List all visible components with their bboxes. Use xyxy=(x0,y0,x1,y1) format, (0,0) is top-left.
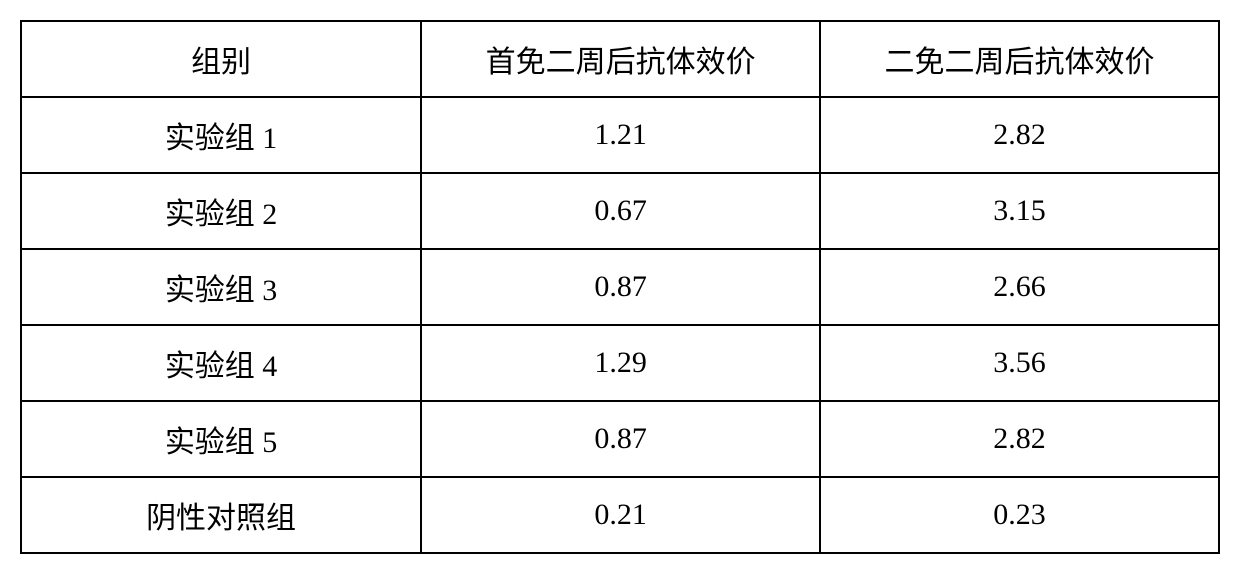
cell-second: 3.56 xyxy=(820,325,1219,401)
table-row: 实验组 4 1.29 3.56 xyxy=(21,325,1219,401)
table-row: 实验组 2 0.67 3.15 xyxy=(21,173,1219,249)
table-row: 实验组 5 0.87 2.82 xyxy=(21,401,1219,477)
cell-first: 0.21 xyxy=(421,477,820,553)
table-row: 实验组 3 0.87 2.66 xyxy=(21,249,1219,325)
cell-first: 1.29 xyxy=(421,325,820,401)
cell-group: 实验组 5 xyxy=(21,401,421,477)
data-table-container: 组别 首免二周后抗体效价 二免二周后抗体效价 实验组 1 1.21 2.82 实… xyxy=(20,20,1220,554)
cell-first: 0.87 xyxy=(421,249,820,325)
cell-second: 2.82 xyxy=(820,97,1219,173)
cell-group: 实验组 3 xyxy=(21,249,421,325)
table-row: 实验组 1 1.21 2.82 xyxy=(21,97,1219,173)
cell-group: 实验组 1 xyxy=(21,97,421,173)
cell-second: 2.66 xyxy=(820,249,1219,325)
cell-first: 1.21 xyxy=(421,97,820,173)
table-row: 阴性对照组 0.21 0.23 xyxy=(21,477,1219,553)
col-header-first: 首免二周后抗体效价 xyxy=(421,21,820,97)
table-header-row: 组别 首免二周后抗体效价 二免二周后抗体效价 xyxy=(21,21,1219,97)
cell-first: 0.87 xyxy=(421,401,820,477)
cell-group: 实验组 2 xyxy=(21,173,421,249)
cell-second: 3.15 xyxy=(820,173,1219,249)
cell-group: 阴性对照组 xyxy=(21,477,421,553)
col-header-group: 组别 xyxy=(21,21,421,97)
cell-group: 实验组 4 xyxy=(21,325,421,401)
data-table: 组别 首免二周后抗体效价 二免二周后抗体效价 实验组 1 1.21 2.82 实… xyxy=(20,20,1220,554)
cell-first: 0.67 xyxy=(421,173,820,249)
cell-second: 0.23 xyxy=(820,477,1219,553)
col-header-second: 二免二周后抗体效价 xyxy=(820,21,1219,97)
cell-second: 2.82 xyxy=(820,401,1219,477)
